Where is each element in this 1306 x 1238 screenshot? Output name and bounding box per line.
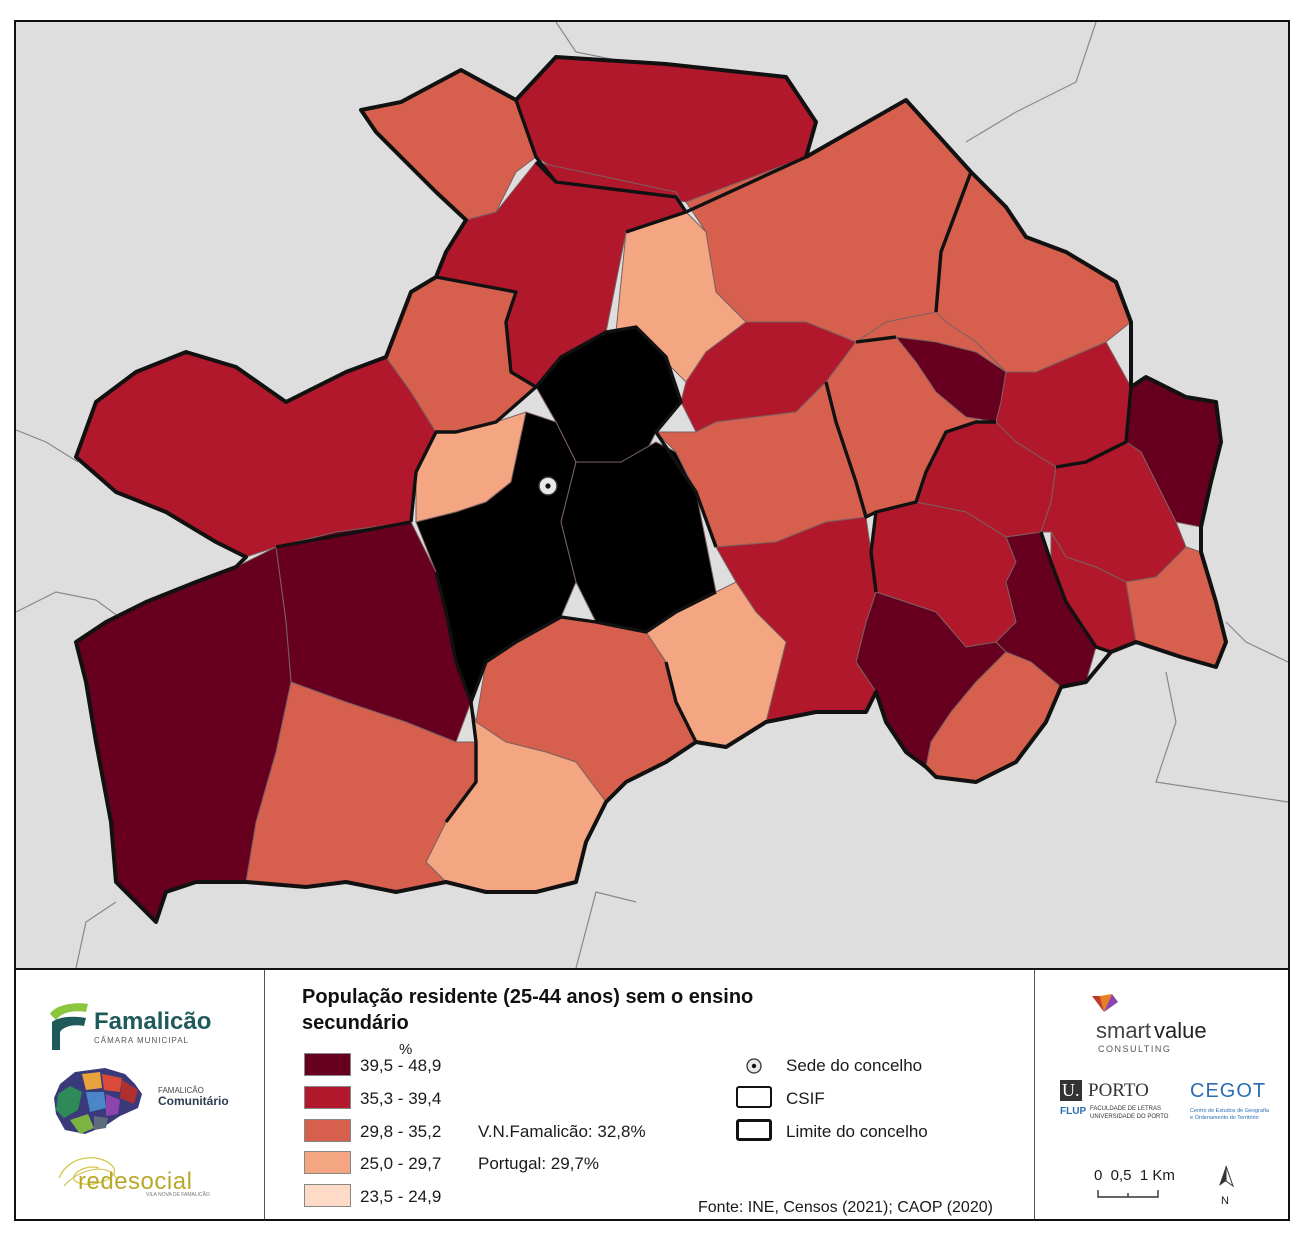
redesocial-sub: VILA NOVA DE FAMALICÃO [146, 1192, 210, 1198]
legend-swatch-3 [304, 1119, 351, 1142]
famalicao-sub: CÂMARA MUNICIPAL [94, 1036, 189, 1045]
municipality-boundary [74, 55, 1228, 924]
legend-class-2: 35,3 - 39,4 [360, 1089, 442, 1108]
scale-bar-label: 0 0,5 1 Km [1094, 1167, 1175, 1184]
stat-municipality: V.N.Famalicão: 32,8% [478, 1122, 646, 1141]
parishes [75, 56, 1227, 923]
smartvalue-mark-icon [1092, 994, 1118, 1012]
flup-line-1: FACULDADE DE LETRAS [1090, 1106, 1162, 1112]
flup-mark: FLUP [1060, 1106, 1087, 1117]
source-note: Fonte: INE, Censos (2021); CAOP (2020) [698, 1199, 993, 1216]
redesocial-swirl-icon [58, 1157, 117, 1187]
cegot-line-1: Centro de Estudos de Geografia [1190, 1108, 1269, 1114]
csif-boundaries [275, 99, 1133, 824]
municipal-seat-marker [538, 476, 558, 496]
uporto-porto: PORTO [1088, 1080, 1149, 1101]
north-arrow-icon [1219, 1165, 1234, 1188]
smartvalue-consulting: CONSULTING [1098, 1044, 1172, 1054]
legend-title: População residente (25-44 anos) sem o e… [302, 986, 754, 1034]
legend-divider [16, 968, 1288, 970]
legend-swatch-2 [304, 1086, 351, 1109]
legend-class-1: 39,5 - 48,9 [360, 1056, 442, 1075]
famalicao-name: Famalicão [94, 1008, 212, 1035]
legend-class-4: 25,0 - 29,7 [360, 1154, 442, 1173]
legend-csif-label: CSIF [786, 1089, 825, 1108]
famalicao-emblem-icon [50, 1003, 88, 1050]
legend-seat-label: Sede do concelho [786, 1056, 923, 1075]
redesocial-name: redesocial [78, 1168, 193, 1195]
map-svg [16, 22, 1288, 968]
csif-symbol [736, 1086, 772, 1108]
famalicao-logo: Famalicão CÂMARA MUNICIPAL [46, 1000, 256, 1056]
legend-boundary-label: Limite do concelho [786, 1122, 928, 1141]
legend-vertical-divider-right [1034, 970, 1035, 1219]
uporto-u: U. [1060, 1080, 1082, 1101]
stat-portugal: Portugal: 29,7% [478, 1154, 599, 1173]
cegot-line-2: e Ordenamento do Território [1190, 1115, 1259, 1121]
famalicao-comunitario-logo: FAMALICÃO Comunitário [50, 1064, 260, 1138]
legend-class-5: 23,5 - 24,9 [360, 1187, 442, 1206]
legend-swatch-1 [304, 1053, 351, 1076]
uporto-logo: U. PORTO FLUP FACULDADE DE LETRAS UNIVER… [1060, 1080, 1184, 1126]
legend-swatch-5 [304, 1184, 351, 1207]
legend-class-3: 29,8 - 35,2 [360, 1122, 442, 1141]
cegot-logo: CEGOT Centro de Estudos de Geografia e O… [1190, 1080, 1280, 1126]
smartvalue-smart: smart [1096, 1018, 1151, 1043]
smartvalue-value: value [1154, 1018, 1207, 1043]
comunitario-line-1: FAMALICÃO [158, 1086, 204, 1095]
redesocial-logo: redesocial VILA NOVA DE FAMALICÃO [54, 1148, 254, 1204]
legend-swatch-4 [304, 1151, 351, 1174]
neighbour-lines [16, 22, 1288, 968]
scale-bar [1097, 1190, 1159, 1198]
flup-line-2: UNIVERSIDADE DO PORTO [1090, 1114, 1169, 1120]
north-label: N [1221, 1195, 1229, 1207]
legend-unit: % [399, 1041, 413, 1058]
seat-symbol-icon [746, 1058, 762, 1074]
smartvalue-logo: smart value CONSULTING [1090, 992, 1260, 1056]
cegot-name: CEGOT [1190, 1080, 1267, 1102]
choropleth-map [16, 22, 1288, 968]
boundary-symbol [736, 1119, 772, 1141]
comunitario-line-2: Comunitário [158, 1094, 229, 1108]
legend-vertical-divider-left [264, 970, 265, 1219]
parish-mosaic-icon [54, 1068, 142, 1134]
